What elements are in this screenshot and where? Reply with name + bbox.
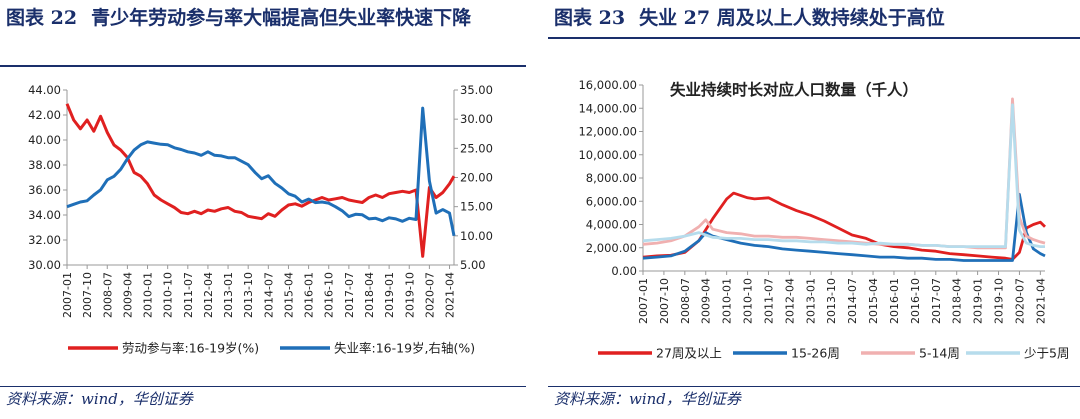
x-tick-label: 2014-07 [846,278,859,324]
unemployment-duration-chart: 0.00 2,000.00 4,000.00 6,000.00 8,000.00 10,0… [578,78,1069,361]
source-note: 资料来源：wind，华创证券 [554,390,741,408]
x-tick-label: 2012-04 [783,278,796,324]
series-line-1 [65,103,456,258]
y-tick-label: 10,000.00 [578,148,637,162]
x-tick-label: 2017-07 [930,278,943,324]
figure-23-panel: 图表 23 失业 27 周及以上人数持续处于高位 0.00 2,000.00 4,00… [548,0,1080,419]
series-line-4 [642,103,1045,248]
x-tick-label: 2019-01 [383,272,396,318]
figure-22-title: 图表 22 青少年劳动参与率大幅提高但失业率快速下降 [6,4,521,33]
x-tick-label: 2011-07 [762,278,775,324]
series-line-2 [642,192,1046,262]
legend-label-1: 劳动参与率:16-19岁(%) [122,341,259,356]
x-tick-label: 2016-01 [888,278,901,324]
y-tick-label: 2,000.00 [586,241,637,255]
y-tick-label: 12,000.00 [578,125,637,139]
x-tick-label: 2007-10 [81,272,94,318]
legend-label-3: 5-14周 [919,346,960,361]
y-right-tick-label: 35.00 [460,83,493,97]
y-tick-label: 34.00 [28,208,61,222]
y-tick-label: 30.00 [28,258,61,272]
x-tick-label: 2014-07 [262,272,275,318]
x-tick-label: 2016-01 [303,272,316,318]
figure-23-title: 图表 23 失业 27 周及以上人数持续处于高位 [554,4,1069,33]
x-tick-label: 2013-01 [222,272,235,318]
y-tick-label: 42.00 [28,108,61,122]
y-right-tick-label: 20.00 [460,171,493,185]
series-line-3 [642,97,1046,250]
y-right-tick-label: 10.00 [460,229,493,243]
y-tick-label: 40.00 [28,133,61,147]
legend-label-1: 27周及以上 [656,346,722,361]
y-tick-label: 44.00 [28,83,61,97]
x-tick-label: 2019-10 [403,272,416,318]
figure-22-title-text: 青少年劳动参与率大幅提高但失业率快速下降 [91,7,472,29]
figure-23-label: 图表 23 [554,7,626,29]
x-tick-label: 2013-10 [242,272,255,318]
figure-22-panel: 图表 22 青少年劳动参与率大幅提高但失业率快速下降 30.00 32.00 34.0… [0,0,526,419]
legend-label-4: 少于5周 [1024,346,1069,361]
y-right-tick-label: 25.00 [460,141,493,155]
legend-label-2: 失业率:16-19岁,右轴(%) [334,341,475,356]
x-tick-label: 2016-10 [909,278,922,324]
x-tick-label: 2018-04 [363,272,376,318]
x-tick-label: 2008-07 [679,278,692,324]
x-tick-label: 2013-10 [825,278,838,324]
series-line-1 [642,191,1046,261]
x-tick-label: 2009-04 [121,272,134,318]
figure-22-label: 图表 22 [6,7,78,29]
x-tick-label: 2007-01 [637,278,650,324]
x-tick-label: 2018-04 [951,278,964,324]
participation-unemployment-chart: 30.00 32.00 34.00 36.00 38.00 40.00 42.00 44.00… [28,83,493,356]
legend-label-2: 15-26周 [791,346,840,361]
x-tick-label: 2020-07 [423,272,436,318]
x-tick-label: 2010-10 [742,278,755,324]
x-tick-label: 2015-04 [867,278,880,324]
y-tick-label: 8,000.00 [586,171,637,185]
x-tick-label: 2019-10 [993,278,1006,324]
x-tick-label: 2010-10 [162,272,175,318]
y-tick-label: 4,000.00 [586,218,637,232]
title-rule [0,65,526,67]
source-rule [548,386,1080,387]
x-tick-label: 2017-07 [343,272,356,318]
y-tick-label: 36.00 [28,183,61,197]
figure-23-title-text: 失业 27 周及以上人数持续处于高位 [639,7,945,29]
x-tick-label: 2019-01 [972,278,985,324]
x-tick-label: 2015-04 [282,272,295,318]
y-tick-label: 6,000.00 [586,194,637,208]
source-rule [0,386,526,387]
y-tick-label: 14,000.00 [578,101,637,115]
x-tick-label: 2008-07 [101,272,114,318]
x-tick-label: 2011-07 [182,272,195,318]
x-tick-label: 2013-01 [804,278,817,324]
series-line-2 [66,106,456,237]
x-tick-label: 2016-10 [323,272,336,318]
y-tick-label: 0.00 [611,264,637,278]
y-right-tick-label: 30.00 [460,112,493,126]
chart-inner-title: 失业持续时长对应人口数量（千人） [670,80,918,99]
x-tick-label: 2020-07 [1013,278,1026,324]
source-note: 资料来源：wind，华创证券 [6,390,193,408]
x-tick-label: 2021-04 [1034,278,1047,324]
y-tick-label: 38.00 [28,158,61,172]
y-right-tick-label: 15.00 [460,200,493,214]
title-rule [548,37,1080,39]
x-tick-label: 2010-01 [721,278,734,324]
x-tick-label: 2009-04 [700,278,713,324]
y-tick-label: 16,000.00 [578,78,637,92]
x-tick-label: 2007-01 [61,272,74,318]
x-tick-label: 2007-10 [658,278,671,324]
y-right-tick-label: 5.00 [460,258,486,272]
y-tick-label: 32.00 [28,233,61,247]
x-tick-label: 2012-04 [202,272,215,318]
x-tick-label: 2010-01 [142,272,155,318]
x-tick-label: 2021-04 [444,272,457,318]
